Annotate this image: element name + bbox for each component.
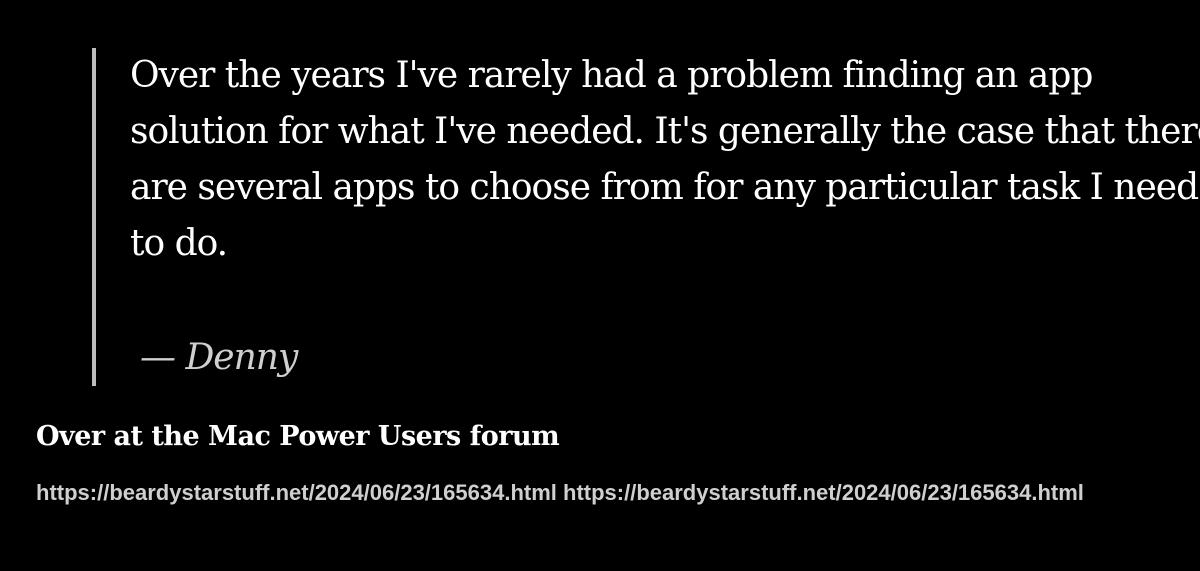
quote-text: Over the years I've rarely had a problem… bbox=[130, 55, 1200, 264]
quote-attribution: — Denny bbox=[140, 337, 298, 378]
blockquote: Over the years I've rarely had a problem… bbox=[92, 48, 1200, 386]
post-link-1[interactable]: https://beardystarstuff.net/2024/06/23/1… bbox=[36, 480, 557, 505]
post-title: Over at the Mac Power Users forum bbox=[36, 421, 560, 452]
post-links: https://beardystarstuff.net/2024/06/23/1… bbox=[36, 478, 1156, 508]
post-link-2[interactable]: https://beardystarstuff.net/2024/06/23/1… bbox=[563, 480, 1084, 505]
